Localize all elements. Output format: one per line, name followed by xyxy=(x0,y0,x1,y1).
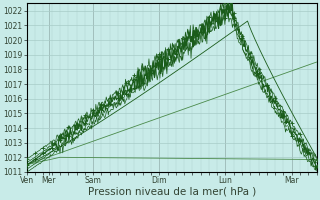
X-axis label: Pression niveau de la mer( hPa ): Pression niveau de la mer( hPa ) xyxy=(88,187,256,197)
